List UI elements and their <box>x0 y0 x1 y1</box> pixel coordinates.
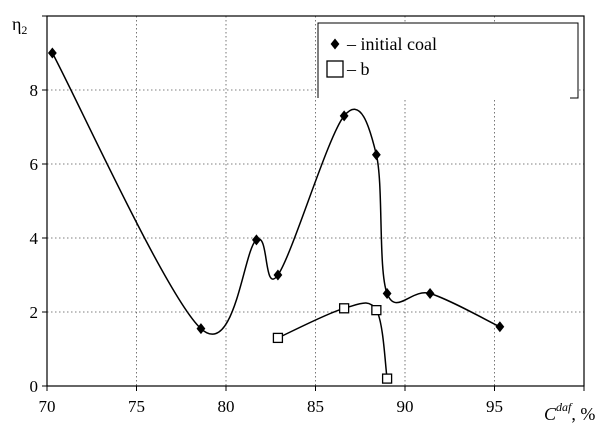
x-tick-label: 90 <box>397 397 414 416</box>
series-line-1 <box>277 302 388 379</box>
x-tick-label: 80 <box>218 397 235 416</box>
x-tick-label: 85 <box>307 397 324 416</box>
data-point-diamond <box>273 269 283 281</box>
legend-box <box>318 23 578 98</box>
data-point-diamond <box>382 288 392 299</box>
axes <box>42 15 585 391</box>
data-point-diamond <box>371 149 381 161</box>
y-tick-label: 4 <box>30 229 39 248</box>
y-tick-label: 2 <box>30 303 39 322</box>
tick-labels: 70 75 80 85 90 95 0 2 4 6 8 <box>30 81 504 416</box>
x-tick-label: 95 <box>486 397 503 416</box>
data-point-diamond <box>339 110 349 122</box>
legend-label-b-prefix: – b <box>346 59 370 79</box>
x-axis-label: Cdaf, % <box>544 400 595 424</box>
data-point-square <box>338 303 350 314</box>
series-curves <box>51 52 501 379</box>
data-point-diamond <box>47 47 57 59</box>
data-point-diamond <box>196 323 206 335</box>
data-point-square <box>272 332 284 344</box>
y-tick-label: 0 <box>30 377 39 396</box>
x-axis-label-unit: , % <box>571 404 595 424</box>
data-point-square <box>371 304 382 316</box>
legend-label-b: – b <box>346 59 370 79</box>
x-axis-label-base: C <box>544 404 557 424</box>
x-tick-label: 75 <box>128 397 145 416</box>
y-tick-label: 8 <box>30 81 39 100</box>
legend-frame <box>317 22 579 99</box>
y-axis-label-symbol: η <box>12 14 21 34</box>
legend-label-initial-coal: – initial coal <box>346 34 437 54</box>
data-point-diamond <box>425 288 435 299</box>
x-tick-label: 70 <box>39 397 56 416</box>
y-axis-label: η2 <box>12 14 27 37</box>
series-markers <box>47 47 505 384</box>
data-point-diamond <box>495 321 505 333</box>
data-point-diamond <box>252 234 261 246</box>
legend: – initial coal – b <box>317 22 579 99</box>
data-point-square <box>381 373 393 384</box>
legend-square-marker <box>326 60 344 78</box>
y-tick-label: 6 <box>30 155 39 174</box>
x-axis-label-superscript: daf <box>556 400 573 414</box>
y-axis-label-subscript: 2 <box>21 23 27 37</box>
legend-diamond-marker <box>330 38 340 50</box>
